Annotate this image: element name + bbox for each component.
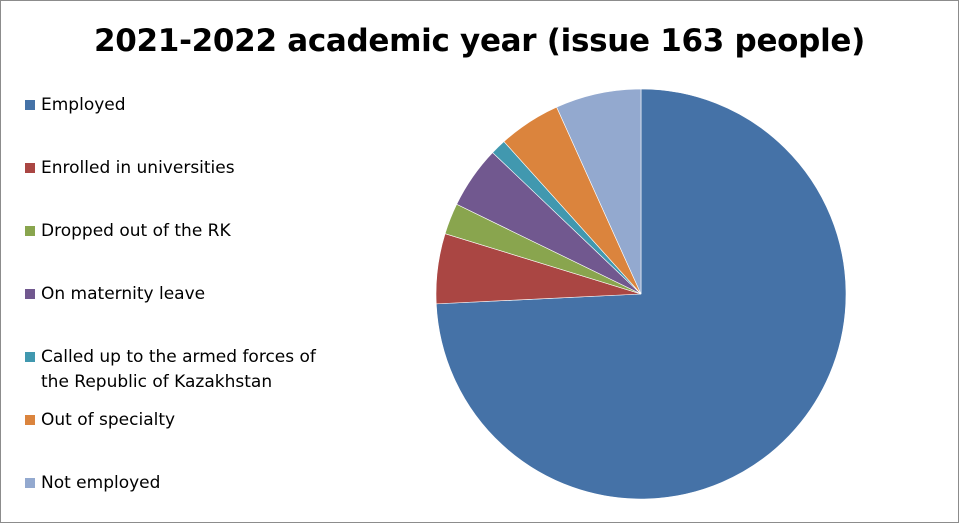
legend-label: Employed <box>41 95 126 115</box>
legend-swatch <box>25 163 35 173</box>
legend-label: Out of specialty <box>41 410 176 430</box>
pie-slice-not-employed <box>556 88 642 295</box>
legend-label: Called up to the armed forces of the Rep… <box>41 347 316 392</box>
legend-swatch <box>25 415 35 425</box>
legend-swatch <box>25 478 35 488</box>
legend-swatch <box>25 289 35 299</box>
legend-label: Dropped out of the RK <box>41 221 231 241</box>
legend-label: On maternity leave <box>41 284 206 304</box>
legend-swatch <box>25 352 35 362</box>
legend-swatch <box>25 100 35 110</box>
legend-label: Not employed <box>41 473 161 493</box>
chart-title: 2021-2022 academic year (issue 163 peopl… <box>94 23 865 59</box>
legend-swatch <box>25 226 35 236</box>
legend-label: Enrolled in universities <box>41 158 235 178</box>
